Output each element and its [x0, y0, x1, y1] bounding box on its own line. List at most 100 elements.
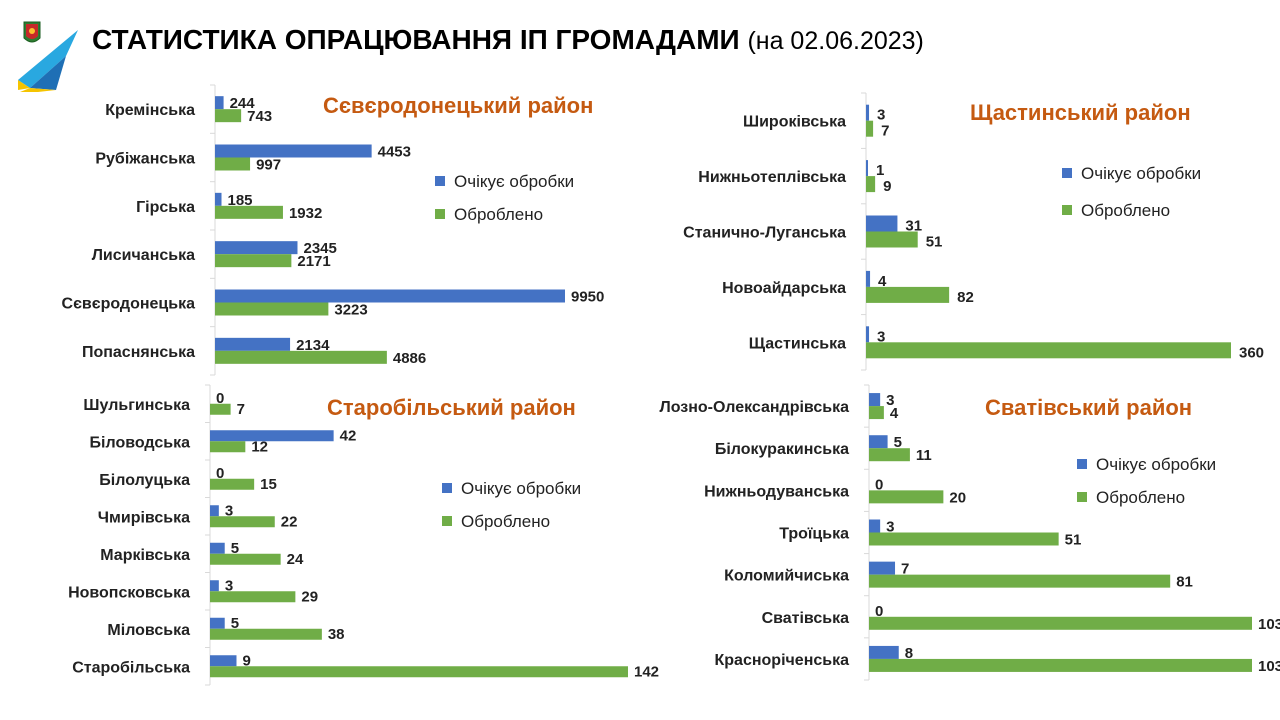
chart-1-title: Щастинський район: [970, 100, 1191, 125]
chart-3-category-label: Нижньодуванська: [704, 483, 849, 500]
chart-0-bar-processed: [215, 254, 292, 268]
chart-0-bar-processed: [215, 157, 251, 171]
chart-0-data-label: 2345: [303, 240, 336, 257]
chart-3-category-label: Лозно-Олександрівська: [660, 399, 850, 416]
chart-3-data-label: 51: [1065, 532, 1082, 549]
chart-2-category-label: Марківська: [100, 547, 190, 564]
chart-3-bar-processed: [869, 574, 1171, 588]
chart-2-bar-pending: [210, 430, 334, 442]
chart-1-bar-pending: [866, 160, 868, 177]
chart-2-data-label: 15: [260, 476, 277, 493]
chart-2-bar-processed: [210, 666, 628, 678]
chart-2-bar-pending: [210, 655, 237, 667]
logo: [16, 20, 84, 92]
chart-1-category-label: Нижньотеплівська: [698, 169, 846, 186]
chart-2-data-label: 12: [251, 438, 268, 455]
chart-0-data-label: 4886: [393, 350, 426, 367]
chart-2-data-label: 3: [225, 502, 233, 519]
chart-1-category-label: Широківська: [743, 114, 846, 131]
chart-3-data-label: 8: [905, 645, 913, 662]
chart-0-legend-swatch-pending: [435, 176, 445, 186]
chart-0-bar-pending: [215, 144, 372, 158]
chart-3-legend-label: Оброблено: [1096, 488, 1185, 507]
chart-3-category-label: Троїцька: [779, 526, 849, 543]
chart-2-data-label: 5: [231, 540, 239, 557]
chart-1-bar-processed: [866, 286, 950, 303]
title-main: СТАТИСТИКА ОПРАЦЮВАННЯ ІП ГРОМАДАМИ: [92, 24, 740, 55]
chart-1-bar-pending: [866, 326, 870, 343]
chart-2-bar-processed: [210, 591, 296, 603]
chart-0-bar-processed: [215, 350, 387, 364]
chart-2-legend-swatch-pending: [442, 483, 452, 493]
chart-3-category-label: Красноріченська: [715, 652, 850, 669]
chart-3-data-label: 3: [886, 519, 894, 536]
chart-3-data-label: 5: [894, 434, 902, 451]
chart-2-data-label: 0: [216, 465, 224, 482]
title-date: (на 02.06.2023): [747, 27, 924, 55]
chart-3-category-label: Сватівська: [762, 610, 850, 627]
chart-3-category-label: Коломийчиська: [724, 568, 849, 585]
chart-2-data-label: 0: [216, 390, 224, 407]
chart-0-title: Сєвєродонецький район: [323, 93, 593, 118]
chart-0-data-label: 244: [230, 95, 256, 112]
chart-3-data-label: 3: [886, 392, 894, 409]
chart-1-data-label: 51: [926, 234, 943, 251]
chart-0-data-label: 4453: [378, 144, 411, 161]
chart-2-category-label: Старобільська: [72, 659, 190, 676]
chart-1-data-label: 7: [881, 123, 889, 140]
chart-3-data-label: 103: [1258, 616, 1280, 633]
chart-0-bar-pending: [215, 289, 565, 303]
chart-2-data-label: 9: [242, 652, 250, 669]
chart-1-category-label: Станично-Луганська: [683, 225, 846, 242]
chart-3-bar-processed: [869, 490, 944, 504]
chart-3-bar-processed: [869, 532, 1059, 546]
chart-3-legend-swatch-pending: [1077, 459, 1087, 469]
chart-3-data-label: 11: [916, 447, 932, 464]
chart-1-bar-pending: [866, 104, 870, 121]
chart-0-category-label: Рубіжанська: [95, 151, 195, 168]
chart-1-data-label: 9: [883, 178, 891, 195]
chart-0-data-label: 9950: [571, 289, 604, 306]
chart-1-bar-processed: [866, 342, 1231, 359]
chart-1-legend-label: Оброблено: [1081, 201, 1170, 220]
chart-0-category-label: Кремінська: [105, 102, 195, 119]
chart-0-data-label: 185: [228, 192, 253, 209]
chart-3-data-label: 103: [1258, 658, 1280, 675]
chart-1-bar-pending: [866, 215, 898, 232]
chart-0-data-label: 743: [247, 108, 272, 125]
chart-2-bar-pending: [210, 542, 225, 554]
chart-0-legend-label: Очікує обробки: [454, 172, 574, 191]
chart-3-legend-swatch-processed: [1077, 492, 1087, 502]
chart-3-data-label: 0: [875, 603, 883, 620]
chart-0-legend-label: Оброблено: [454, 205, 543, 224]
chart-3-bar-processed: [869, 406, 884, 420]
region-logo-icon: [18, 21, 78, 92]
chart-0-bar-pending: [215, 192, 222, 206]
chart-3-bar-pending: [869, 519, 881, 533]
chart-2-bar-processed: [210, 403, 231, 415]
chart-3-legend-label: Очікує обробки: [1096, 455, 1216, 474]
chart-2-data-label: 42: [340, 427, 357, 444]
chart-3-data-label: 0: [875, 476, 883, 493]
chart-1-data-label: 82: [957, 289, 974, 306]
chart-0-bar-processed: [215, 109, 242, 123]
chart-1-data-label: 1: [876, 162, 884, 179]
chart-0-category-label: Гірська: [136, 199, 195, 216]
chart-2-legend-swatch-processed: [442, 516, 452, 526]
chart-3-data-label: 7: [901, 561, 909, 578]
chart-2-data-label: 29: [301, 588, 318, 605]
chart-1-data-label: 3: [877, 328, 885, 345]
chart-0-data-label: 3223: [334, 302, 367, 319]
chart-1-legend-swatch-pending: [1062, 168, 1072, 178]
chart-2-bar-processed: [210, 478, 255, 490]
chart-1-bar-processed: [866, 176, 876, 193]
chart-2-legend-label: Оброблено: [461, 512, 550, 531]
chart-3-title: Сватівський район: [985, 395, 1192, 420]
chart-1-category-label: Новоайдарська: [722, 280, 846, 297]
chart-1-data-label: 31: [905, 218, 922, 235]
chart-3-bar-processed: [869, 448, 910, 462]
chart-0-bar-pending: [215, 337, 291, 351]
chart-2-category-label: Білолуцька: [99, 472, 190, 489]
chart-0-bar-processed: [215, 302, 329, 316]
chart-2-data-label: 7: [237, 401, 245, 418]
